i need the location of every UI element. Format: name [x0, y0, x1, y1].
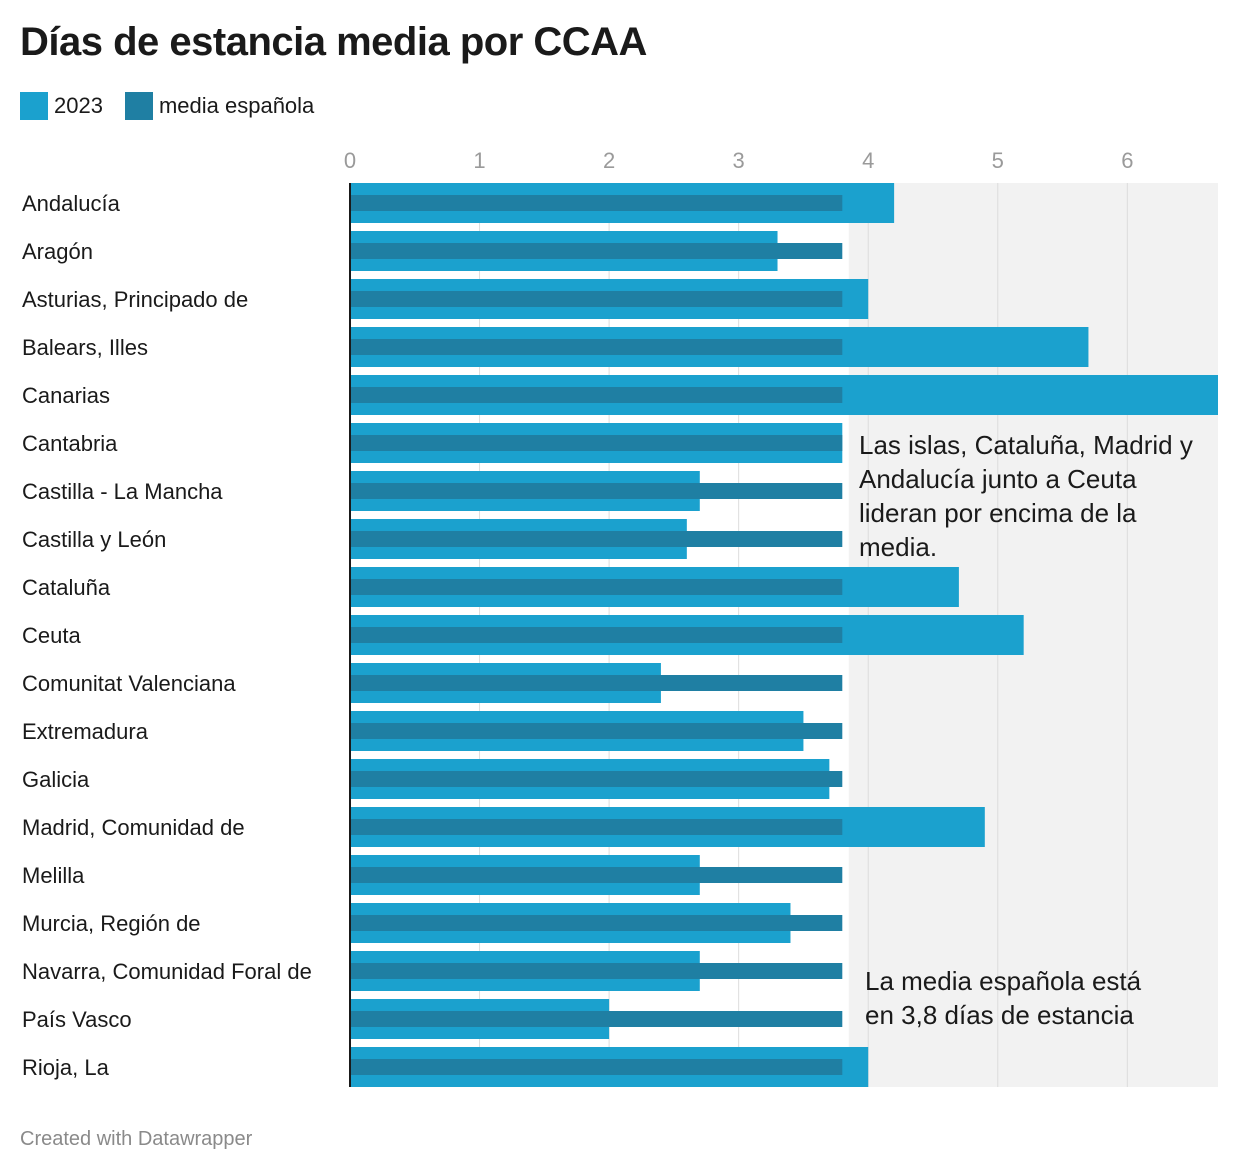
- tick-label-5: 5: [992, 148, 1004, 173]
- category-label: Galicia: [22, 767, 90, 792]
- category-label: Extremadura: [22, 719, 149, 744]
- category-label: Balears, Illes: [22, 335, 148, 360]
- bar-media: [350, 963, 843, 979]
- tick-label-0: 0: [344, 148, 356, 173]
- bar-media: [350, 1011, 843, 1027]
- bar-media: [350, 579, 843, 595]
- footer-credit: Created with Datawrapper: [20, 1128, 253, 1150]
- bar-media: [350, 291, 843, 307]
- bar-media: [350, 723, 843, 739]
- bar-media: [350, 627, 843, 643]
- category-label: Asturias, Principado de: [22, 287, 248, 312]
- tick-label-4: 4: [862, 148, 874, 173]
- tick-label-2: 2: [603, 148, 615, 173]
- category-label: Castilla - La Mancha: [22, 479, 223, 504]
- bar-media: [350, 819, 843, 835]
- tick-label-1: 1: [473, 148, 485, 173]
- legend-label-media: media española: [158, 93, 315, 118]
- bar-media: [350, 195, 843, 211]
- bar-media: [350, 675, 843, 691]
- category-label: Cataluña: [22, 575, 111, 600]
- tick-label-6: 6: [1121, 148, 1133, 173]
- category-label: Rioja, La: [22, 1055, 110, 1080]
- category-label: Melilla: [22, 863, 85, 888]
- annotation-leaders: Las islas, Cataluña, Madrid y Andalucía j…: [859, 430, 1193, 562]
- legend-item-media: media española: [124, 92, 315, 120]
- category-label: País Vasco: [22, 1007, 132, 1032]
- bar-media: [350, 915, 843, 931]
- legend: 2023 media española: [20, 92, 314, 120]
- bar-media: [350, 483, 843, 499]
- bar-media: [350, 339, 843, 355]
- category-label: Madrid, Comunidad de: [22, 815, 245, 840]
- bar-media: [350, 243, 843, 259]
- legend-label-2023: 2023: [54, 93, 103, 118]
- bar-media: [350, 771, 843, 787]
- category-label: Andalucía: [22, 191, 121, 216]
- tick-label-3: 3: [733, 148, 745, 173]
- bar-media: [350, 1059, 843, 1075]
- annotation-mean: La media española está en 3,8 días de est…: [865, 966, 1142, 1030]
- chart-title: Días de estancia media por CCAA: [20, 20, 647, 64]
- category-label: Comunitat Valenciana: [22, 671, 236, 696]
- category-label: Aragón: [22, 239, 93, 264]
- legend-swatch-media: [124, 92, 153, 120]
- bar-media: [350, 435, 843, 451]
- bar-media: [350, 531, 843, 547]
- category-label: Castilla y León: [22, 527, 166, 552]
- bar-chart: 0 1 2 3 4 5 6 Andalucía Aragón Asturias, Principa…: [22, 148, 1218, 1087]
- category-label: Ceuta: [22, 623, 81, 648]
- bar-media: [350, 867, 843, 883]
- category-label: Canarias: [22, 383, 110, 408]
- category-label: Navarra, Comunidad Foral de: [22, 959, 312, 984]
- legend-swatch-2023: [20, 92, 48, 120]
- category-label: Murcia, Región de: [22, 911, 201, 936]
- bar-media: [350, 387, 843, 403]
- legend-item-2023: 2023: [20, 92, 103, 120]
- category-label: Cantabria: [22, 431, 118, 456]
